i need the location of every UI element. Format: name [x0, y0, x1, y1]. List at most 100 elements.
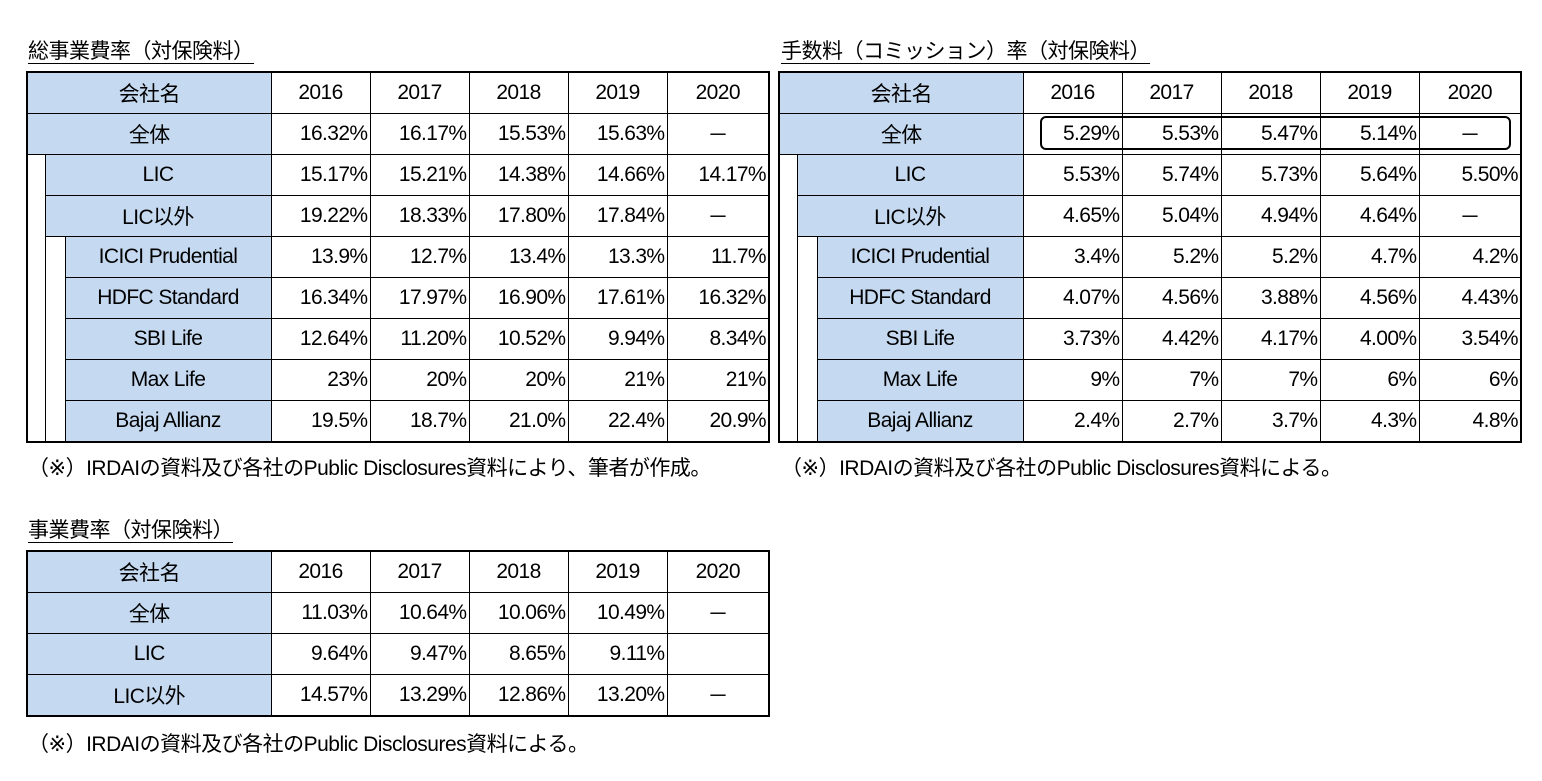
commission-ratio-title: 手数料（コミッション）率（対保険料）	[781, 40, 1151, 64]
value-cell: 4.94%	[1220, 195, 1321, 237]
indent-gutter	[44, 236, 66, 278]
row-name: ICICI Prudential	[64, 236, 272, 278]
value-cell: 19.5%	[270, 400, 371, 443]
row-name: SBI Life	[64, 318, 272, 360]
row-name: LIC	[796, 154, 1024, 196]
commission-ratio-note: （※）IRDAIの資料及び各社のPublic Disclosures資料による。	[781, 457, 1342, 480]
indent-gutter	[796, 236, 818, 278]
value-cell: 7%	[1220, 359, 1321, 401]
value-cell: 15.63%	[567, 113, 668, 155]
value-cell: 21.0%	[468, 400, 569, 443]
table-row: SBI Life 12.64% 11.20% 10.52% 9.94% 8.34…	[26, 318, 770, 360]
value-cell: 9%	[1022, 359, 1123, 401]
indent-gutter	[44, 359, 66, 401]
table-header-row: 会社名 2016 2017 2018 2019 2020	[778, 71, 1522, 114]
value-cell: 17.61%	[567, 277, 668, 319]
year-header: 2019	[1319, 71, 1420, 114]
value-cell: 9.64%	[270, 633, 371, 675]
value-cell: 16.32%	[666, 277, 770, 319]
value-cell: 2.7%	[1121, 400, 1222, 443]
row-name: ICICI Prudential	[816, 236, 1024, 278]
indent-gutter	[796, 318, 818, 360]
value-cell: 4.00%	[1319, 318, 1420, 360]
total-expense-ratio-title: 総事業費率（対保険料）	[28, 40, 254, 64]
table-row: LIC 5.53% 5.74% 5.73% 5.64% 5.50%	[778, 154, 1522, 196]
value-cell: 21%	[666, 359, 770, 401]
value-cell: 6%	[1418, 359, 1522, 401]
company-header: 会社名	[26, 71, 272, 114]
value-cell: 23%	[270, 359, 371, 401]
value-cell: 14.17%	[666, 154, 770, 196]
table-row: LIC以外 14.57% 13.29% 12.86% 13.20% －	[26, 674, 770, 717]
value-cell: 13.3%	[567, 236, 668, 278]
value-cell: 4.8%	[1418, 400, 1522, 443]
indent-gutter	[778, 400, 798, 443]
value-cell: 13.4%	[468, 236, 569, 278]
value-cell: 21%	[567, 359, 668, 401]
year-header: 2019	[567, 71, 668, 114]
table-row: LIC 15.17% 15.21% 14.38% 14.66% 14.17%	[26, 154, 770, 196]
row-name: LIC以外	[44, 195, 272, 237]
value-cell: 17.80%	[468, 195, 569, 237]
value-cell: 12.86%	[468, 674, 569, 717]
value-cell: 3.7%	[1220, 400, 1321, 443]
indent-gutter	[26, 277, 46, 319]
indent-gutter	[796, 277, 818, 319]
indent-gutter	[26, 154, 46, 196]
value-cell: 15.53%	[468, 113, 569, 155]
value-cell: 9.11%	[567, 633, 668, 675]
value-cell: 20.9%	[666, 400, 770, 443]
table-row: 全体 16.32% 16.17% 15.53% 15.63% －	[26, 113, 770, 155]
table-row: 全体 11.03% 10.64% 10.06% 10.49% －	[26, 592, 770, 634]
row-name: LIC	[26, 633, 272, 675]
row-name: Bajaj Allianz	[64, 400, 272, 443]
value-cell: 15.21%	[369, 154, 470, 196]
indent-gutter	[778, 195, 798, 237]
year-header: 2020	[666, 550, 770, 593]
year-header: 2016	[270, 71, 371, 114]
table-row: LIC 9.64% 9.47% 8.65% 9.11%	[26, 633, 770, 675]
table-row: ICICI Prudential 13.9% 12.7% 13.4% 13.3%…	[26, 236, 770, 278]
value-cell: 13.20%	[567, 674, 668, 717]
indent-gutter	[778, 236, 798, 278]
year-header: 2018	[1220, 71, 1321, 114]
year-header: 2020	[666, 71, 770, 114]
year-header: 2017	[369, 71, 470, 114]
table-row: ICICI Prudential 3.4% 5.2% 5.2% 4.7% 4.2…	[778, 236, 1522, 278]
year-header: 2020	[1418, 71, 1522, 114]
value-cell: 4.17%	[1220, 318, 1321, 360]
value-cell: －	[666, 195, 770, 237]
table-row: Bajaj Allianz 19.5% 18.7% 21.0% 22.4% 20…	[26, 400, 770, 443]
value-cell: 9.47%	[369, 633, 470, 675]
row-name: 全体	[778, 113, 1024, 155]
table-row: Bajaj Allianz 2.4% 2.7% 3.7% 4.3% 4.8%	[778, 400, 1522, 443]
row-name: 全体	[26, 113, 272, 155]
value-cell: 4.3%	[1319, 400, 1420, 443]
value-cell: 16.90%	[468, 277, 569, 319]
value-cell: －	[666, 113, 770, 155]
value-cell: －	[666, 674, 770, 717]
value-cell: 4.43%	[1418, 277, 1522, 319]
value-cell: 6%	[1319, 359, 1420, 401]
row-name: LIC以外	[26, 674, 272, 717]
value-cell: 18.7%	[369, 400, 470, 443]
expense-ratio-title: 事業費率（対保険料）	[28, 519, 234, 543]
indent-gutter	[778, 359, 798, 401]
value-cell: 3.88%	[1220, 277, 1321, 319]
value-cell: 5.64%	[1319, 154, 1420, 196]
value-cell: 11.03%	[270, 592, 371, 634]
value-cell: 4.56%	[1319, 277, 1420, 319]
table-row: SBI Life 3.73% 4.42% 4.17% 4.00% 3.54%	[778, 318, 1522, 360]
company-header: 会社名	[26, 550, 272, 593]
table-row: HDFC Standard 16.34% 17.97% 16.90% 17.61…	[26, 277, 770, 319]
value-cell: 12.7%	[369, 236, 470, 278]
value-cell: 16.32%	[270, 113, 371, 155]
value-cell: 3.73%	[1022, 318, 1123, 360]
table-row: Max Life 23% 20% 20% 21% 21%	[26, 359, 770, 401]
row-name: LIC以外	[796, 195, 1024, 237]
table-header-row: 会社名 2016 2017 2018 2019 2020	[26, 550, 770, 593]
value-cell: 5.74%	[1121, 154, 1222, 196]
table-row: LIC以外 4.65% 5.04% 4.94% 4.64% －	[778, 195, 1522, 237]
table-row: HDFC Standard 4.07% 4.56% 3.88% 4.56% 4.…	[778, 277, 1522, 319]
value-cell: 11.20%	[369, 318, 470, 360]
